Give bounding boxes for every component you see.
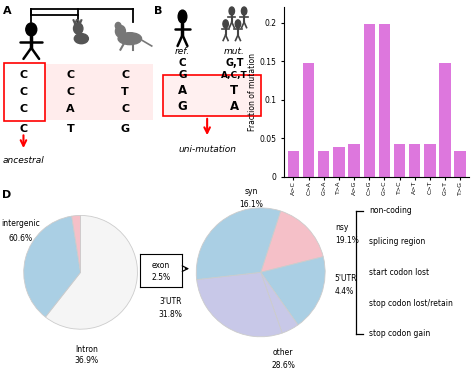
Text: C: C <box>19 103 27 114</box>
Bar <box>318 151 329 177</box>
Wedge shape <box>261 257 325 325</box>
Text: C: C <box>19 70 27 81</box>
Bar <box>5 64 153 120</box>
Text: 2.5%: 2.5% <box>152 273 171 282</box>
Text: start codon lost: start codon lost <box>369 268 429 277</box>
Circle shape <box>241 7 247 15</box>
Text: mut.: mut. <box>224 47 245 56</box>
Text: A,C,T: A,C,T <box>221 71 247 80</box>
Text: T: T <box>230 84 238 97</box>
Text: 4.4%: 4.4% <box>335 287 354 296</box>
Circle shape <box>115 22 121 29</box>
Text: Intron: Intron <box>75 344 98 354</box>
Text: G: G <box>178 100 187 113</box>
Circle shape <box>235 20 241 28</box>
Text: 31.8%: 31.8% <box>158 310 182 319</box>
Text: A: A <box>178 84 187 97</box>
FancyBboxPatch shape <box>163 75 261 116</box>
Text: T: T <box>121 87 129 97</box>
Ellipse shape <box>118 33 142 45</box>
Wedge shape <box>261 211 323 272</box>
Text: D: D <box>2 190 11 199</box>
Text: intergenic: intergenic <box>1 219 40 229</box>
Text: C: C <box>179 57 186 68</box>
Bar <box>409 144 420 177</box>
Wedge shape <box>72 215 81 272</box>
Circle shape <box>229 7 235 15</box>
Circle shape <box>223 20 228 28</box>
Text: uni-mutation: uni-mutation <box>178 145 236 153</box>
Text: A: A <box>66 103 75 114</box>
Bar <box>394 144 405 177</box>
Text: ref.: ref. <box>175 47 190 56</box>
Text: ancestral: ancestral <box>2 156 45 164</box>
Text: non-coding: non-coding <box>369 206 412 215</box>
Text: C: C <box>19 87 27 97</box>
Text: B: B <box>154 6 163 15</box>
Text: 19.1%: 19.1% <box>335 236 359 245</box>
Bar <box>424 144 436 177</box>
Bar <box>455 151 466 177</box>
Text: T: T <box>66 124 74 134</box>
Wedge shape <box>46 215 137 329</box>
Y-axis label: Fraction of mutation: Fraction of mutation <box>248 53 257 131</box>
Text: other: other <box>273 348 293 357</box>
Text: 36.9%: 36.9% <box>74 356 98 365</box>
Text: stop codon lost/retain: stop codon lost/retain <box>369 298 453 308</box>
Wedge shape <box>196 208 281 280</box>
Bar <box>333 148 345 177</box>
Text: 3'UTR: 3'UTR <box>159 297 182 306</box>
Text: 60.6%: 60.6% <box>9 234 33 243</box>
Bar <box>439 63 451 177</box>
Text: C: C <box>66 70 74 81</box>
Text: G: G <box>178 70 187 81</box>
Text: syn: syn <box>244 187 258 196</box>
Text: 28.6%: 28.6% <box>271 361 295 368</box>
Text: exon: exon <box>152 261 170 270</box>
Circle shape <box>73 23 83 34</box>
FancyBboxPatch shape <box>4 63 45 121</box>
Circle shape <box>116 25 126 37</box>
Text: G: G <box>120 124 130 134</box>
Wedge shape <box>197 272 282 337</box>
Text: C: C <box>121 103 129 114</box>
Text: C: C <box>19 124 27 134</box>
Text: stop codon gain: stop codon gain <box>369 329 430 338</box>
Text: C: C <box>66 87 74 97</box>
Circle shape <box>26 23 37 36</box>
Text: 5'UTR: 5'UTR <box>335 274 357 283</box>
Bar <box>379 24 390 177</box>
Text: nsy: nsy <box>335 223 348 232</box>
Wedge shape <box>261 272 298 333</box>
Bar <box>364 24 375 177</box>
Text: splicing region: splicing region <box>369 237 425 246</box>
Bar <box>348 144 360 177</box>
Text: C: C <box>121 70 129 81</box>
Wedge shape <box>24 216 81 317</box>
Text: G,T: G,T <box>225 57 244 68</box>
Bar <box>303 63 314 177</box>
Text: A: A <box>3 6 12 15</box>
Text: A: A <box>230 100 239 113</box>
Text: 16.1%: 16.1% <box>239 200 263 209</box>
Ellipse shape <box>74 33 88 44</box>
Bar <box>288 151 299 177</box>
Circle shape <box>178 10 187 23</box>
